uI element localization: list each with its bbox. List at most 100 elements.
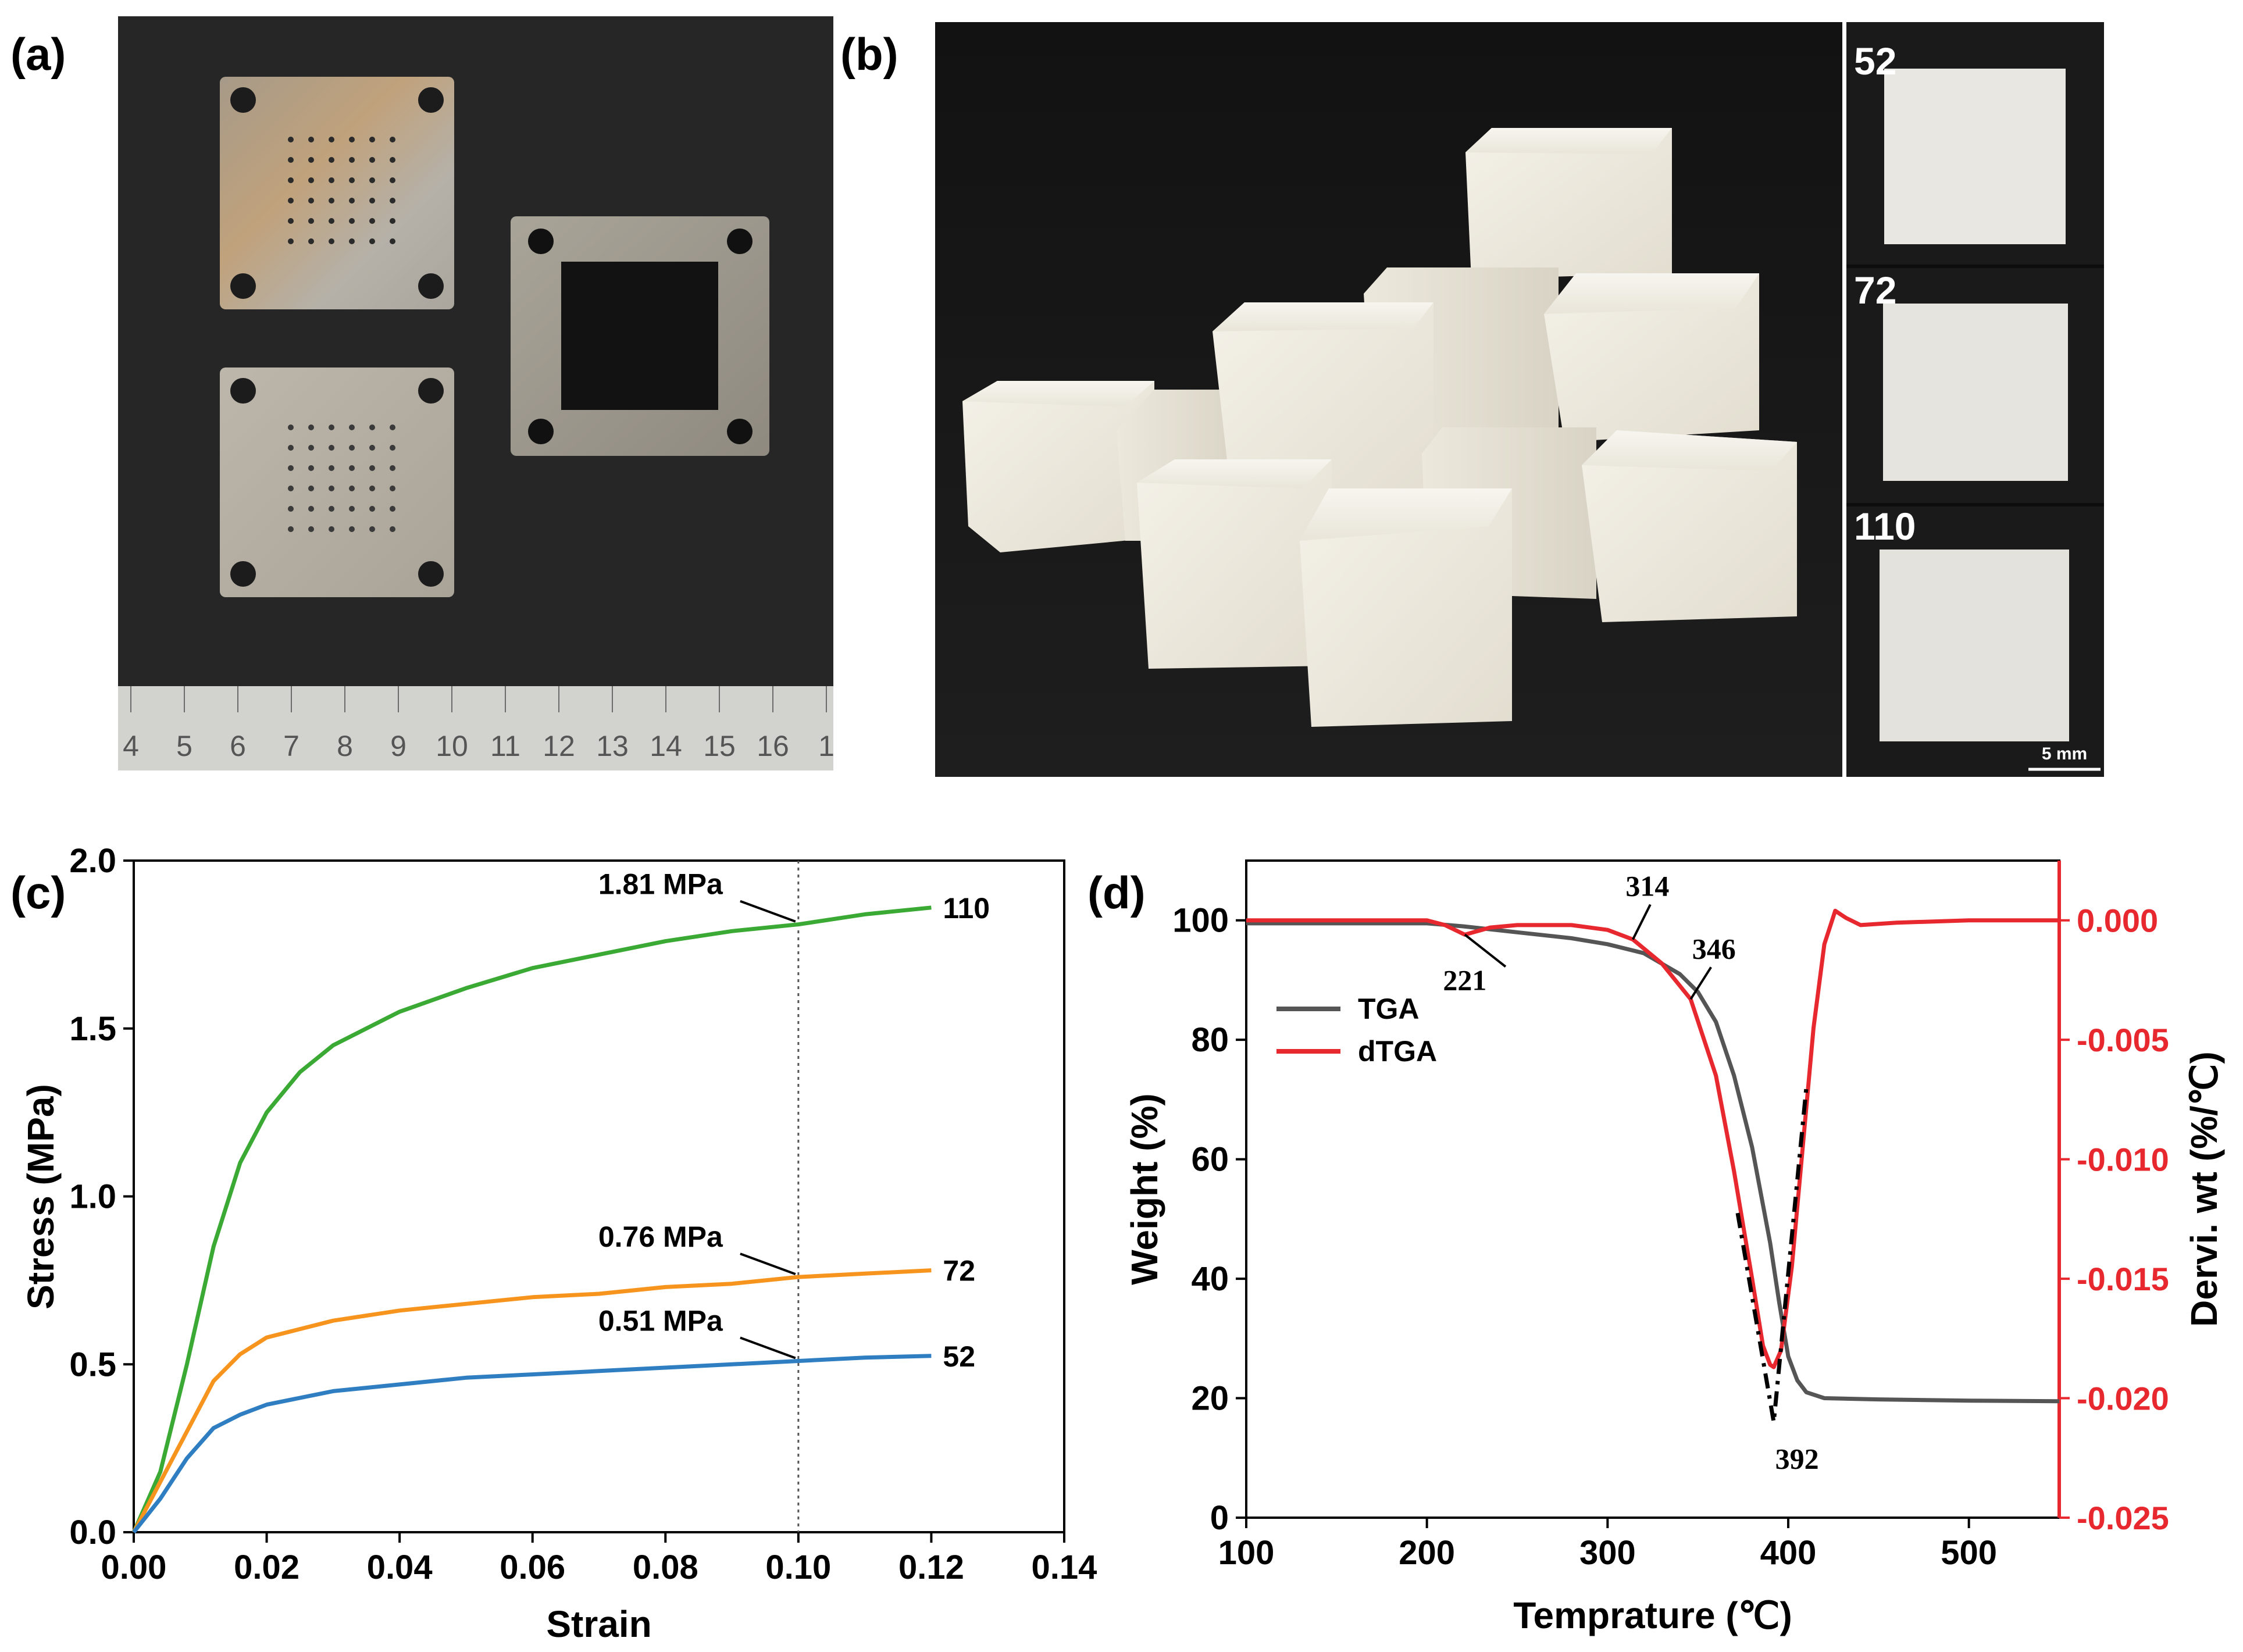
annotation-label: 314 (1625, 870, 1669, 902)
x-tick-label: 100 (1218, 1534, 1275, 1572)
legend-label-tga: TGA (1358, 993, 1420, 1025)
foam-cube (1544, 273, 1759, 442)
y-tick-label: 2.0 (69, 842, 116, 880)
series-line-dTGA (1246, 908, 2059, 1369)
series-line-110 (131, 905, 932, 1533)
series-line-TGA (1246, 921, 2060, 1404)
ruler-number: 7 (283, 730, 299, 762)
y-tick-label: 0 (1210, 1499, 1229, 1537)
panel-a: (a) (10, 16, 835, 770)
legend-label-dtga: dTGA (1358, 1035, 1437, 1068)
annotation-label: 346 (1692, 932, 1736, 965)
series-end-label-72: 72 (943, 1255, 975, 1287)
foam-cube (962, 381, 1154, 552)
chart-c-xlabel: Strain (546, 1603, 651, 1645)
annotation-label: 0.76 MPa (598, 1221, 723, 1253)
x-tick-label: 300 (1579, 1534, 1636, 1572)
panel-b-label: (b) (840, 28, 898, 80)
foam-cube (1465, 128, 1672, 279)
x-tick-label: 0.12 (898, 1548, 964, 1586)
perforated-plate-top (220, 77, 454, 309)
ruler-number: 11 (490, 730, 520, 762)
series-end-label-52: 52 (943, 1340, 975, 1373)
ruler-number: 10 (436, 730, 468, 762)
series-line-72 (131, 1268, 932, 1533)
annotation-leader (1464, 933, 1507, 968)
plate-bottom-holes (288, 424, 395, 532)
x-tick-label: 0.14 (1032, 1548, 1097, 1586)
x-tick-label: 0.08 (633, 1548, 698, 1586)
panel-c-label: (c) (10, 867, 66, 918)
scale-bar-label: 5 mm (2042, 744, 2087, 763)
y-tick-label: 0.5 (69, 1346, 116, 1383)
chart-d-legend: TGA dTGA (1276, 993, 1437, 1068)
x-tick-label: 500 (1941, 1534, 1997, 1572)
x-tick-label: 400 (1760, 1534, 1817, 1572)
panel-c-chart: (c) 0.00 0.02 0.04 0.06 0.08 0.10 0.12 0.14 0.0 0… (10, 842, 1097, 1645)
ruler-number: 8 (337, 730, 353, 762)
annotation-leader (1632, 904, 1652, 940)
series-line-52 (132, 1354, 932, 1534)
y-tick-label: 80 (1191, 1021, 1229, 1059)
cross-section-52 (1884, 69, 2066, 244)
chart-c-frame (133, 859, 1065, 1533)
x-tick-label: 0.00 (101, 1548, 167, 1586)
y-right-tick-label: -0.005 (2077, 1022, 2169, 1058)
x-tick-label: 0.04 (367, 1548, 433, 1586)
square-frame-mold (511, 216, 769, 456)
side-label-110: 110 (1854, 505, 1916, 548)
annotation-leader (740, 1253, 796, 1275)
x-tick-label: 200 (1399, 1534, 1455, 1572)
panel-a-label: (a) (10, 28, 66, 80)
y-right-tick-label: -0.025 (2077, 1500, 2169, 1536)
chart-c-ylabel: Stress (MPa) (20, 1084, 62, 1310)
panel-d-label: (d) (1087, 867, 1146, 918)
y-right-tick-label: 0.000 (2077, 902, 2158, 939)
y-tick-label: 1.5 (69, 1010, 116, 1048)
perforated-plate-bottom (220, 367, 454, 597)
y-tick-label: 20 (1191, 1380, 1229, 1418)
x-tick-label: 0.02 (234, 1548, 299, 1586)
series-end-label-110: 110 (943, 892, 990, 925)
foam-cube (1137, 459, 1332, 669)
y-tick-label: 0.0 (69, 1514, 116, 1551)
annotation-leader (740, 1336, 796, 1360)
foam-cube (1300, 488, 1512, 727)
side-label-52: 52 (1854, 40, 1896, 83)
y-tick-label: 100 (1172, 902, 1229, 940)
panel-d-chart: (d) 100 200 300 400 500 0 20 40 60 80 100 0.000 -0.0… (1087, 859, 2225, 1636)
y-tick-label: 1.0 (69, 1178, 116, 1216)
y-right-tick-label: -0.015 (2077, 1261, 2169, 1297)
annotation-leader (1689, 966, 1712, 1000)
annotation-leader (740, 900, 796, 923)
annotation-label: 1.81 MPa (598, 868, 723, 901)
y-tick-label: 60 (1191, 1141, 1229, 1179)
x-tick-label: 0.10 (765, 1548, 831, 1586)
cross-section-72 (1883, 304, 2068, 481)
ruler-number: 6 (230, 730, 246, 762)
ruler-number: 15 (703, 730, 736, 762)
ruler-number: 14 (650, 730, 682, 762)
annotation-label: 0.51 MPa (598, 1304, 723, 1337)
side-label-72: 72 (1854, 269, 1896, 312)
ruler-number: 4 (123, 730, 139, 762)
chart-d-ylabel: Weight (%) (1124, 1093, 1165, 1285)
ruler-number: 12 (543, 730, 575, 762)
y-tick-label: 40 (1191, 1260, 1229, 1298)
ruler-number: 13 (596, 730, 629, 762)
ruler-number: 9 (390, 730, 406, 762)
annotation-label: 221 (1443, 964, 1486, 996)
foam-cubes-pile (962, 128, 1797, 727)
cross-section-110 (1880, 550, 2069, 741)
annotation-label: 392 (1775, 1443, 1819, 1475)
y-right-tick-label: -0.020 (2077, 1380, 2169, 1417)
chart-d-ylabel-right: Dervi. wt (%/℃) (2183, 1051, 2225, 1327)
ruler-number: 5 (176, 730, 192, 762)
cross-section-strip: 52 72 110 5 mm (1846, 22, 2104, 777)
chart-d-xlabel: Temprature (℃) (1513, 1594, 1792, 1636)
x-tick-label: 0.06 (500, 1548, 565, 1586)
plate-top-holes (288, 137, 395, 244)
foam-cube (1582, 430, 1797, 622)
ruler-number: 16 (757, 730, 789, 762)
